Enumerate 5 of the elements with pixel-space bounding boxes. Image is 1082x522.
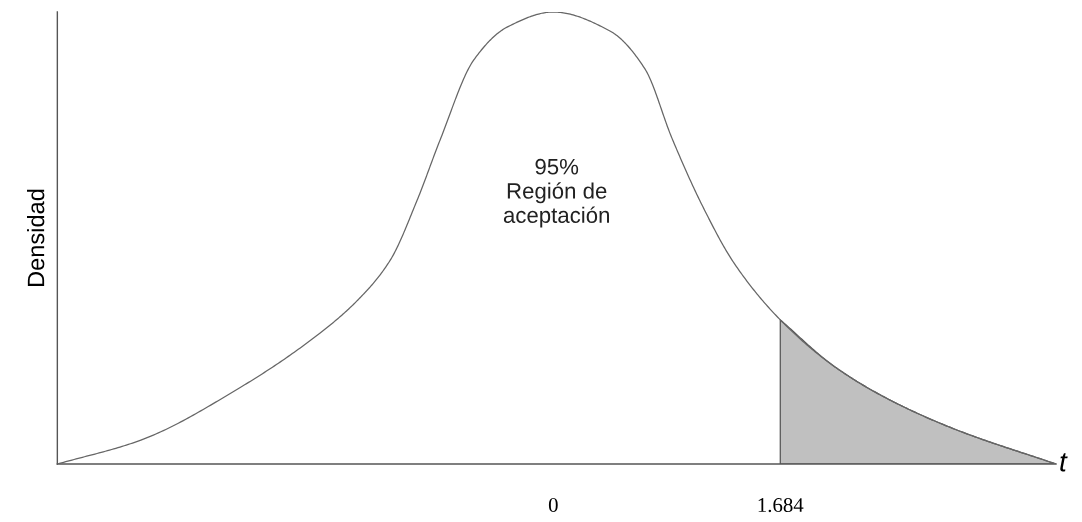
x-tick-label: 1.684 <box>758 497 804 513</box>
annotation: 95% Región de aceptación <box>503 158 609 228</box>
y-axis-title: Densidad <box>27 189 45 286</box>
x-tick-label: 0 <box>548 497 558 513</box>
x-axis-title: t <box>1060 453 1068 472</box>
